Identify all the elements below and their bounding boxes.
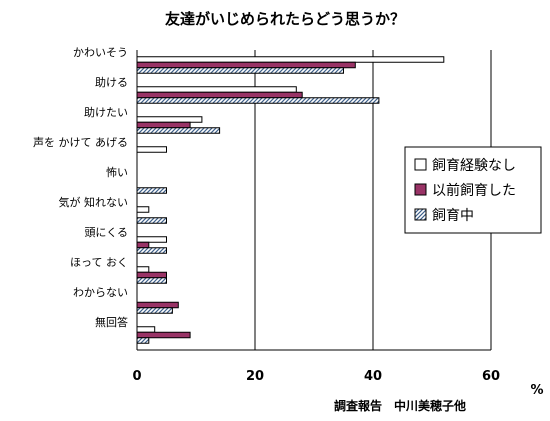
legend-swatch-hatched — [414, 208, 427, 221]
bars — [136, 56, 445, 344]
legend-swatch-white — [414, 158, 427, 171]
bar-hatched — [136, 67, 344, 74]
bar-maroon — [136, 61, 356, 69]
bar-white — [136, 206, 150, 213]
x-tick-label: 0 — [132, 369, 141, 384]
x-tick-label: 20 — [246, 369, 264, 384]
bar-maroon — [136, 121, 191, 129]
category-label: 助ける — [95, 75, 128, 89]
x-tick-label: 40 — [364, 369, 382, 384]
category-label: 頭にくる — [84, 226, 128, 239]
bar-maroon — [136, 241, 150, 249]
legend-box — [404, 146, 542, 234]
bar-white — [136, 236, 167, 243]
bar-white — [136, 86, 297, 93]
bar-hatched — [136, 187, 167, 194]
bar-maroon — [136, 301, 179, 309]
source-note: 調査報告 中川美穂子他 — [334, 398, 466, 413]
bar-hatched — [136, 97, 380, 104]
bar-white — [136, 56, 445, 63]
category-label: 気が 知れない — [59, 195, 129, 209]
bar-hatched — [136, 277, 167, 284]
bar-white — [136, 266, 150, 273]
legend-label: 飼育経験なし — [432, 158, 516, 174]
category-label: 声を かけて あげる — [33, 135, 128, 149]
x-tick-label: 60 — [482, 369, 500, 384]
x-axis-unit: % — [530, 383, 543, 398]
bar-hatched — [136, 307, 173, 314]
bar-hatched — [136, 337, 150, 344]
legend-label: 飼育中 — [432, 208, 474, 224]
x-tick-labels: 0 20 40 60 — [132, 369, 500, 384]
bar-white — [136, 326, 156, 333]
legend-label: 以前飼育した — [432, 182, 516, 199]
category-label: かわいそう — [73, 46, 128, 59]
bar-maroon — [136, 91, 303, 99]
legend-swatch-maroon — [414, 183, 427, 196]
bar-hatched — [136, 127, 221, 134]
category-label: 無回答 — [95, 315, 128, 329]
bar-hatched — [136, 247, 167, 254]
chart-title: 友達がいじめられたらどう思うか？ — [165, 10, 405, 28]
bar-hatched — [136, 217, 167, 224]
bar-maroon — [136, 331, 191, 339]
category-label: わからない — [73, 286, 128, 299]
bar-white — [136, 116, 203, 123]
bar-maroon — [136, 271, 167, 279]
category-label: 助けたい — [84, 105, 128, 119]
bar-white — [136, 146, 167, 153]
category-label: ほって おく — [70, 256, 128, 269]
category-label: 怖い — [106, 165, 128, 179]
